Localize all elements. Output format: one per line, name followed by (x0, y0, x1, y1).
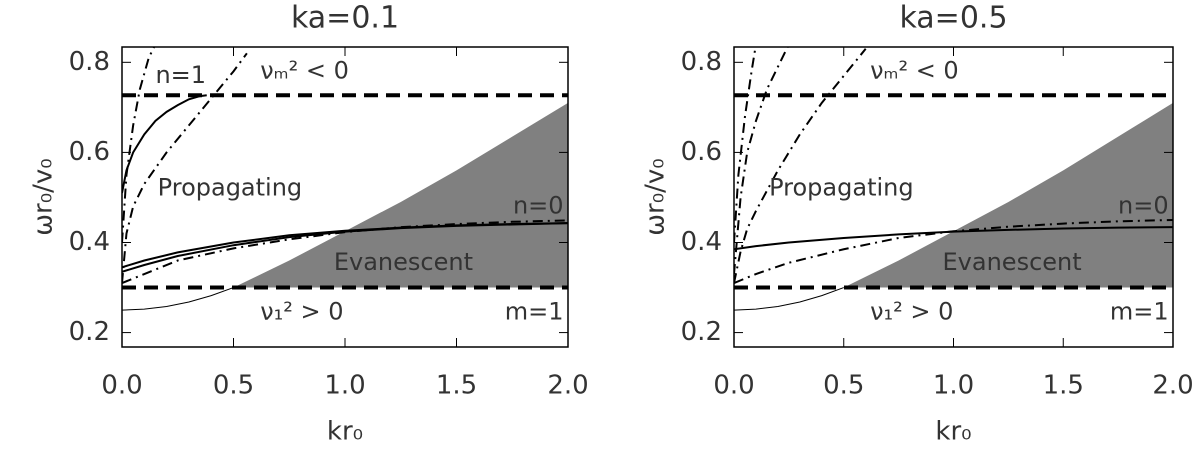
y-tick-label: 0.2 (69, 317, 110, 347)
y-axis-label: ωr₀/v₀ (29, 158, 59, 235)
y-tick-label: 0.6 (681, 137, 722, 167)
y-tick-label: 0.4 (69, 227, 110, 257)
curve (122, 47, 156, 243)
curve (734, 287, 844, 311)
annotation: m=1 (505, 297, 564, 325)
chart-title: ka=0.5 (899, 1, 1007, 36)
x-tick-label: 0.5 (823, 371, 864, 401)
x-axis-label: kr₀ (935, 417, 971, 447)
y-tick-label: 0.6 (69, 137, 110, 167)
x-tick-label: 0.0 (101, 371, 142, 401)
x-tick-label: 1.0 (324, 371, 365, 401)
x-tick-label: 2.0 (1152, 371, 1193, 401)
annotation: ν₁² > 0 (870, 297, 953, 325)
curve (122, 94, 207, 194)
plot-area (122, 47, 568, 311)
x-tick-label: 2.0 (547, 371, 588, 401)
y-tick-label: 0.2 (681, 317, 722, 347)
annotation: Evanescent (943, 248, 1082, 276)
annotation: Propagating (769, 173, 913, 201)
x-axis-label: kr₀ (327, 417, 363, 447)
region (843, 102, 1173, 288)
plot-area (734, 47, 1173, 311)
x-tick-label: 1.0 (933, 371, 974, 401)
annotation: n=1 (155, 61, 206, 89)
x-tick-label: 0.0 (713, 371, 754, 401)
curve (122, 219, 568, 284)
y-tick-label: 0.8 (69, 47, 110, 77)
y-tick-label: 0.8 (681, 47, 722, 77)
chart-title: ka=0.1 (291, 1, 399, 36)
y-tick-label: 0.4 (681, 227, 722, 257)
curve (122, 222, 568, 273)
panel: ka=0.1 kr₀ ωr₀/v₀ 0.0 0.5 1.0 1.5 2.0 0.2 0.4 0.6 0… (29, 1, 589, 447)
x-tick-label: 0.5 (213, 371, 254, 401)
annotation: n=0 (513, 191, 564, 219)
curve (122, 287, 234, 311)
curve (122, 52, 248, 284)
curve (734, 218, 1173, 284)
annotation: νₘ² < 0 (260, 56, 349, 84)
x-tick-label: 1.5 (436, 371, 477, 401)
annotation: m=1 (1110, 297, 1169, 325)
annotation: Evanescent (334, 248, 473, 276)
y-axis-label: ωr₀/v₀ (641, 158, 671, 235)
annotation: ν₁² > 0 (260, 297, 343, 325)
curve (734, 48, 867, 284)
annotation: νₘ² < 0 (870, 56, 959, 84)
region (233, 102, 568, 288)
curve (734, 47, 757, 243)
annotation: Propagating (158, 173, 302, 201)
annotation: n=0 (1118, 191, 1169, 219)
curve (734, 47, 789, 275)
panel: ka=0.5 kr₀ ωr₀/v₀ 0.0 0.5 1.0 1.5 2.0 0.2 0.4 0.6 0… (641, 1, 1194, 447)
x-tick-label: 1.5 (1043, 371, 1084, 401)
curve (734, 226, 1173, 251)
